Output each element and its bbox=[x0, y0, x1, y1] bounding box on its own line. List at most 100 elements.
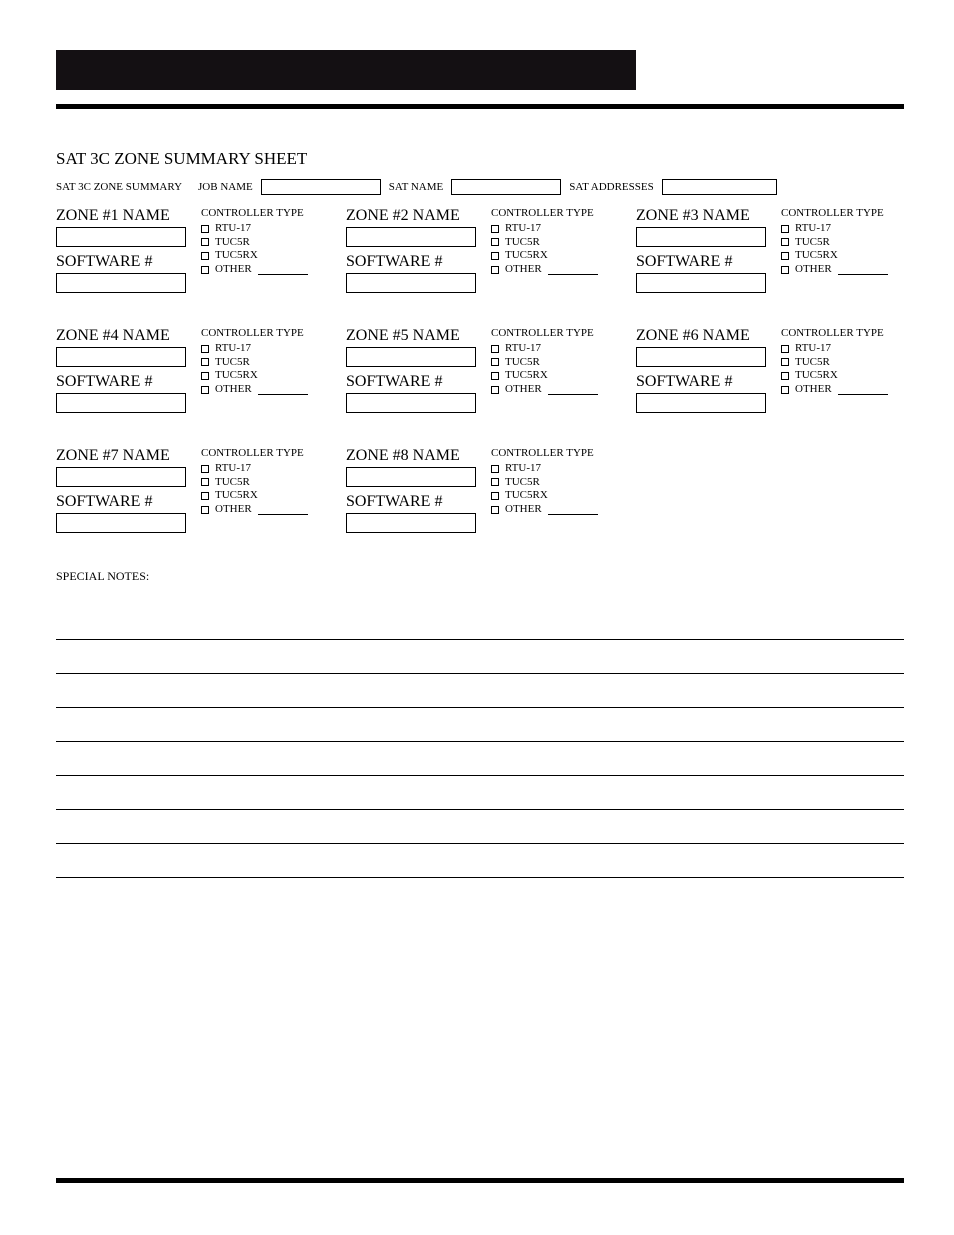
controller-option[interactable]: TUC5RX bbox=[781, 369, 888, 383]
controller-option[interactable]: TUC5RX bbox=[491, 369, 598, 383]
controller-option[interactable]: TUC5R bbox=[781, 356, 888, 370]
controller-other-input[interactable] bbox=[258, 505, 308, 515]
zone-name-input[interactable] bbox=[56, 227, 186, 247]
controller-option-other[interactable]: OTHER bbox=[201, 383, 308, 397]
checkbox-icon[interactable] bbox=[201, 358, 209, 366]
controller-option-other[interactable]: OTHER bbox=[201, 263, 308, 277]
controller-option[interactable]: TUC5RX bbox=[201, 249, 308, 263]
checkbox-icon[interactable] bbox=[201, 386, 209, 394]
software-input[interactable] bbox=[56, 273, 186, 293]
controller-option[interactable]: TUC5R bbox=[201, 236, 308, 250]
controller-other-input[interactable] bbox=[838, 265, 888, 275]
checkbox-icon[interactable] bbox=[201, 465, 209, 473]
note-line[interactable] bbox=[56, 810, 904, 844]
controller-option-other[interactable]: OTHER bbox=[491, 263, 598, 277]
sat-name-input[interactable] bbox=[451, 179, 561, 195]
controller-option[interactable]: RTU-17 bbox=[781, 342, 888, 356]
checkbox-icon[interactable] bbox=[491, 372, 499, 380]
zone-name-input[interactable] bbox=[56, 347, 186, 367]
note-line[interactable] bbox=[56, 674, 904, 708]
checkbox-icon[interactable] bbox=[201, 238, 209, 246]
controller-option[interactable]: TUC5RX bbox=[201, 489, 308, 503]
software-input[interactable] bbox=[346, 513, 476, 533]
checkbox-icon[interactable] bbox=[781, 345, 789, 353]
checkbox-icon[interactable] bbox=[201, 345, 209, 353]
controller-option[interactable]: RTU-17 bbox=[491, 222, 598, 236]
zone-name-input[interactable] bbox=[636, 347, 766, 367]
controller-option[interactable]: RTU-17 bbox=[201, 342, 308, 356]
checkbox-icon[interactable] bbox=[491, 345, 499, 353]
controller-option[interactable]: TUC5R bbox=[491, 236, 598, 250]
note-line[interactable] bbox=[56, 606, 904, 640]
checkbox-icon[interactable] bbox=[781, 252, 789, 260]
checkbox-icon[interactable] bbox=[781, 225, 789, 233]
controller-option-other[interactable]: OTHER bbox=[491, 383, 598, 397]
checkbox-icon[interactable] bbox=[491, 386, 499, 394]
note-line[interactable] bbox=[56, 640, 904, 674]
checkbox-icon[interactable] bbox=[201, 225, 209, 233]
zone-name-input[interactable] bbox=[636, 227, 766, 247]
zone-name-input[interactable] bbox=[346, 347, 476, 367]
checkbox-icon[interactable] bbox=[201, 252, 209, 260]
controller-other-input[interactable] bbox=[548, 505, 598, 515]
checkbox-icon[interactable] bbox=[491, 225, 499, 233]
controller-option[interactable]: RTU-17 bbox=[491, 342, 598, 356]
controller-option[interactable]: TUC5R bbox=[781, 236, 888, 250]
software-input[interactable] bbox=[346, 393, 476, 413]
controller-option[interactable]: TUC5R bbox=[491, 356, 598, 370]
controller-option[interactable]: TUC5RX bbox=[491, 249, 598, 263]
checkbox-icon[interactable] bbox=[491, 478, 499, 486]
checkbox-icon[interactable] bbox=[201, 478, 209, 486]
note-line[interactable] bbox=[56, 776, 904, 810]
controller-option[interactable]: TUC5RX bbox=[781, 249, 888, 263]
software-input[interactable] bbox=[56, 513, 186, 533]
controller-other-input[interactable] bbox=[548, 385, 598, 395]
checkbox-icon[interactable] bbox=[491, 252, 499, 260]
controller-option[interactable]: RTU-17 bbox=[781, 222, 888, 236]
controller-option-other[interactable]: OTHER bbox=[491, 503, 598, 517]
zone-name-input[interactable] bbox=[346, 467, 476, 487]
checkbox-icon[interactable] bbox=[491, 238, 499, 246]
zone-name-input[interactable] bbox=[346, 227, 476, 247]
checkbox-icon[interactable] bbox=[781, 238, 789, 246]
checkbox-icon[interactable] bbox=[491, 465, 499, 473]
controller-other-input[interactable] bbox=[548, 265, 598, 275]
checkbox-icon[interactable] bbox=[781, 372, 789, 380]
controller-option[interactable]: TUC5R bbox=[201, 356, 308, 370]
controller-other-input[interactable] bbox=[838, 385, 888, 395]
zone-name-input[interactable] bbox=[56, 467, 186, 487]
controller-option-other[interactable]: OTHER bbox=[781, 263, 888, 277]
checkbox-icon[interactable] bbox=[491, 506, 499, 514]
checkbox-icon[interactable] bbox=[201, 492, 209, 500]
zones-grid: ZONE #1 NAMESOFTWARE #CONTROLLER TYPERTU… bbox=[56, 207, 904, 539]
software-input[interactable] bbox=[56, 393, 186, 413]
controller-option[interactable]: RTU-17 bbox=[491, 462, 598, 476]
checkbox-icon[interactable] bbox=[491, 358, 499, 366]
checkbox-icon[interactable] bbox=[491, 492, 499, 500]
job-name-input[interactable] bbox=[261, 179, 381, 195]
controller-other-input[interactable] bbox=[258, 265, 308, 275]
checkbox-icon[interactable] bbox=[781, 386, 789, 394]
checkbox-icon[interactable] bbox=[201, 266, 209, 274]
software-input[interactable] bbox=[636, 393, 766, 413]
note-line[interactable] bbox=[56, 742, 904, 776]
checkbox-icon[interactable] bbox=[491, 266, 499, 274]
controller-option[interactable]: RTU-17 bbox=[201, 462, 308, 476]
controller-option[interactable]: TUC5RX bbox=[491, 489, 598, 503]
controller-option-other[interactable]: OTHER bbox=[201, 503, 308, 517]
controller-other-input[interactable] bbox=[258, 385, 308, 395]
controller-option-other[interactable]: OTHER bbox=[781, 383, 888, 397]
controller-option[interactable]: TUC5RX bbox=[201, 369, 308, 383]
controller-option[interactable]: TUC5R bbox=[491, 476, 598, 490]
software-input[interactable] bbox=[346, 273, 476, 293]
checkbox-icon[interactable] bbox=[781, 358, 789, 366]
checkbox-icon[interactable] bbox=[201, 372, 209, 380]
note-line[interactable] bbox=[56, 708, 904, 742]
controller-option[interactable]: RTU-17 bbox=[201, 222, 308, 236]
software-input[interactable] bbox=[636, 273, 766, 293]
controller-option[interactable]: TUC5R bbox=[201, 476, 308, 490]
sat-addresses-input[interactable] bbox=[662, 179, 777, 195]
checkbox-icon[interactable] bbox=[201, 506, 209, 514]
note-line[interactable] bbox=[56, 844, 904, 878]
checkbox-icon[interactable] bbox=[781, 266, 789, 274]
